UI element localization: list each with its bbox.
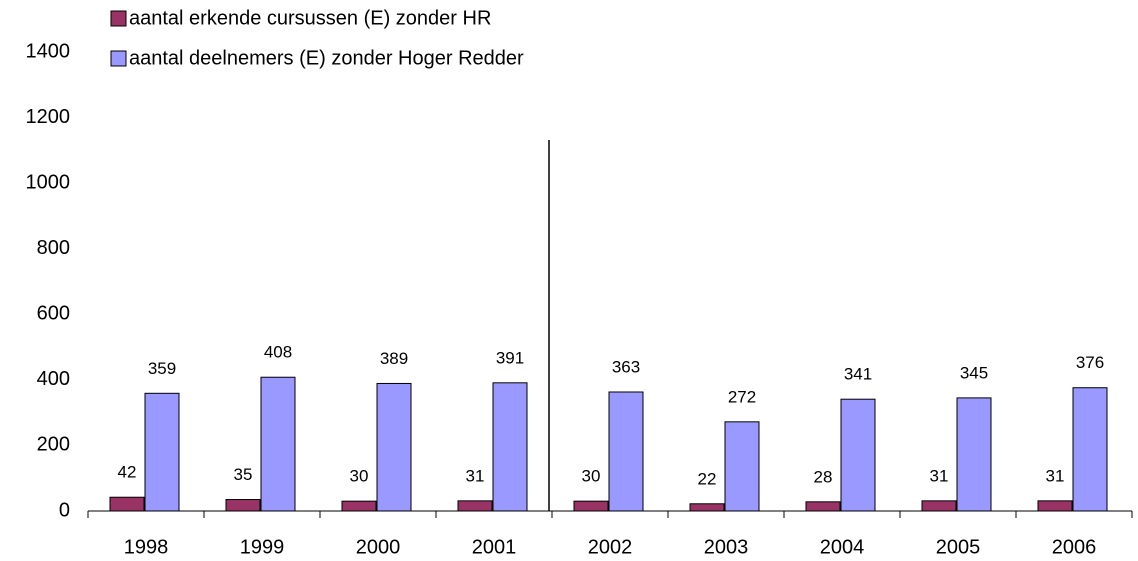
bar bbox=[840, 398, 876, 512]
value-label: 31 bbox=[930, 466, 949, 485]
bar bbox=[341, 500, 377, 512]
value-label: 363 bbox=[612, 357, 640, 376]
bar bbox=[457, 500, 493, 512]
y-tick-label: 600 bbox=[37, 303, 70, 325]
x-tick-label: 2005 bbox=[936, 536, 981, 558]
bar bbox=[805, 501, 841, 512]
x-tick-label: 2002 bbox=[588, 536, 633, 558]
bar bbox=[724, 421, 760, 512]
x-tick-label: 2001 bbox=[472, 536, 517, 558]
bar bbox=[109, 496, 145, 512]
y-tick-label: 1400 bbox=[26, 40, 71, 62]
value-label: 376 bbox=[1076, 353, 1104, 372]
y-tick-label: 200 bbox=[37, 434, 70, 456]
bar bbox=[260, 376, 296, 512]
value-label: 345 bbox=[960, 363, 988, 382]
bar bbox=[144, 392, 180, 512]
bar bbox=[1037, 500, 1073, 512]
value-label: 28 bbox=[814, 467, 833, 486]
y-tick-label: 0 bbox=[59, 499, 70, 521]
legend-label: aantal deelnemers (E) zonder Hoger Redde… bbox=[129, 47, 524, 69]
value-label: 31 bbox=[466, 466, 485, 485]
bar bbox=[608, 391, 644, 512]
x-tick-label: 2000 bbox=[356, 536, 401, 558]
value-label: 30 bbox=[582, 467, 601, 486]
value-label: 341 bbox=[844, 365, 872, 384]
value-label: 31 bbox=[1046, 466, 1065, 485]
bar bbox=[492, 382, 528, 512]
x-tick-label: 1998 bbox=[124, 536, 169, 558]
value-label: 42 bbox=[118, 463, 137, 482]
legend-swatch bbox=[110, 10, 127, 27]
bar bbox=[689, 503, 725, 512]
bar bbox=[225, 499, 261, 512]
x-tick-label: 2006 bbox=[1052, 536, 1097, 558]
value-label: 389 bbox=[380, 349, 408, 368]
legend-label: aantal erkende cursussen (E) zonder HR bbox=[129, 7, 491, 29]
value-label: 30 bbox=[350, 467, 369, 486]
x-tick-label: 1999 bbox=[240, 536, 285, 558]
x-tick-label: 2004 bbox=[820, 536, 865, 558]
bar bbox=[376, 382, 412, 512]
value-label: 22 bbox=[698, 469, 717, 488]
bar bbox=[573, 500, 609, 512]
y-tick-label: 800 bbox=[37, 237, 70, 259]
y-tick-label: 1000 bbox=[26, 171, 71, 193]
value-label: 408 bbox=[264, 343, 292, 362]
bar bbox=[1072, 387, 1108, 512]
value-label: 359 bbox=[148, 359, 176, 378]
bar bbox=[956, 397, 992, 512]
value-label: 391 bbox=[496, 348, 524, 367]
legend-swatch bbox=[110, 50, 127, 67]
y-tick-label: 400 bbox=[37, 368, 70, 390]
value-label: 35 bbox=[234, 465, 253, 484]
value-label: 272 bbox=[728, 387, 756, 406]
bar bbox=[921, 500, 957, 512]
x-tick-label: 2003 bbox=[704, 536, 749, 558]
y-tick-label: 1200 bbox=[26, 106, 71, 128]
